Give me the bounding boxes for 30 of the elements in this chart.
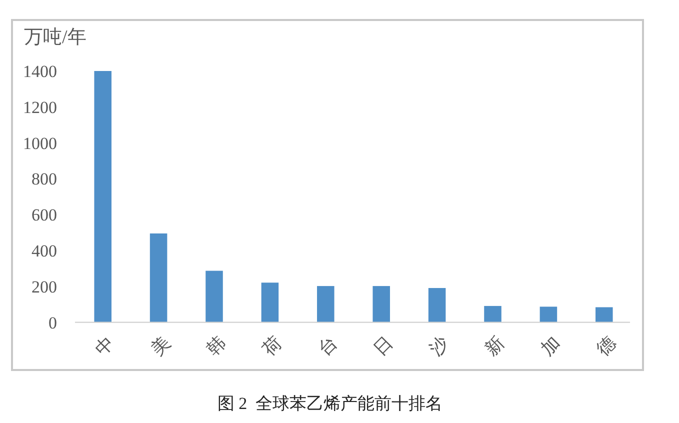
x-tick-label: 沙 [426, 332, 452, 360]
x-tick-label: 美 [147, 332, 174, 360]
y-tick-label: 200 [32, 277, 57, 296]
bar [94, 71, 112, 322]
bar [150, 233, 168, 322]
bar [596, 307, 613, 322]
bar [484, 306, 502, 322]
bar [372, 286, 390, 322]
bar [206, 270, 223, 322]
x-tick-label: 韩 [202, 332, 230, 360]
y-tick-label: 800 [32, 170, 57, 189]
y-tick-label: 1400 [23, 62, 57, 81]
x-tick-label: 台 [314, 332, 342, 360]
x-tick-label: 日 [370, 332, 397, 360]
x-tick-label: 德 [592, 332, 620, 360]
y-tick-label: 1000 [23, 134, 57, 153]
bar [317, 286, 334, 322]
bar [261, 282, 279, 322]
y-axis-title: 万吨/年 [24, 27, 86, 48]
y-tick-label: 1200 [23, 98, 57, 117]
x-tick-label: 新 [481, 332, 508, 360]
y-tick-label: 0 [48, 313, 57, 332]
x-tick-label: 加 [537, 332, 564, 360]
x-tick-label: 荷 [258, 332, 286, 360]
bar [428, 288, 446, 322]
x-tick-label: 中 [91, 332, 118, 360]
caption: 图 2 全球苯乙烯产能前十排名 [217, 394, 443, 413]
y-tick-label: 400 [32, 242, 57, 260]
y-tick-label: 600 [32, 206, 57, 225]
bar [540, 306, 558, 322]
